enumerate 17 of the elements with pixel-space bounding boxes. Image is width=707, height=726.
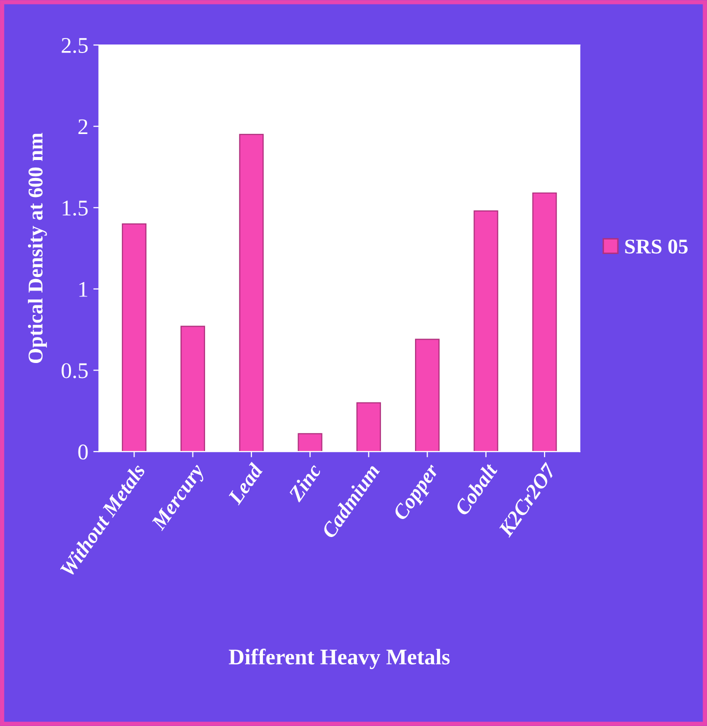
bar	[122, 223, 146, 452]
y-tick-label: 0	[78, 444, 88, 460]
legend-label: SRS 05	[625, 240, 688, 254]
bar	[239, 134, 264, 452]
bar	[180, 326, 206, 452]
y-tick-label: 0.5	[62, 363, 88, 378]
bar	[532, 192, 557, 452]
y-tick-label: 2.5	[62, 38, 88, 54]
y-axis-title: Optical Density at 600 nm	[28, 132, 47, 364]
bar	[298, 433, 322, 452]
x-axis-title: Different Heavy Metals	[228, 648, 450, 670]
y-tick-label: 2	[78, 119, 88, 134]
bar	[356, 402, 381, 452]
bar	[415, 338, 440, 452]
y-tick-label: 1	[79, 282, 88, 297]
bar	[474, 210, 498, 452]
y-tick-label: 1.5	[62, 200, 88, 216]
